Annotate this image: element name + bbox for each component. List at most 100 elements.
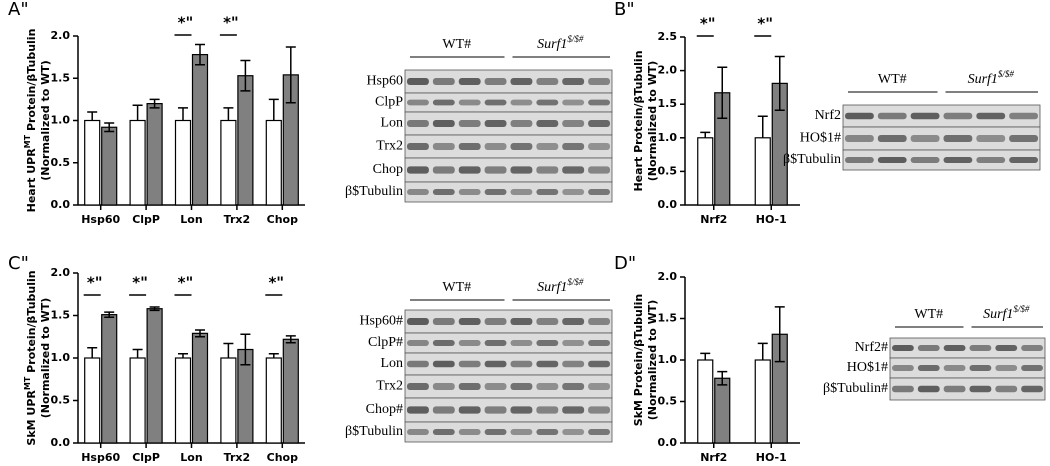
y-label-part: SkM Protein/βTubulin [632,294,645,426]
y-tick-label: 2.0 [51,266,71,279]
bar [84,119,101,206]
group-label: Surf1$/$# [537,277,584,295]
blot-band [432,120,455,127]
error-bar [240,59,251,92]
blot-band [407,360,429,368]
blot-band [588,406,610,414]
blot-band [484,166,507,174]
bar [101,126,118,206]
significance-label: *" [178,274,194,292]
significance-label: *" [700,15,716,33]
y-tick-label: 1.0 [658,131,678,144]
y-axis-label-sub: (Normalized to WT) [646,300,659,421]
blot-band [562,360,585,368]
protein-label: β$Tubulin [345,184,403,199]
blot-band [917,385,940,393]
western-blot: WT# Surf1$/$# Hsp60# ClpP# Lon Trx2 Chop# β$Tub… [345,277,613,443]
panel-label: A" [8,0,29,20]
significance-label: *" [223,14,239,32]
blot-band [432,406,455,414]
bar [265,119,282,206]
panel-label: D" [614,253,636,274]
blot-band [458,78,481,85]
blot-band [407,189,429,195]
blot-band [917,345,940,351]
blot-band [943,157,973,163]
blot-band [536,318,559,325]
blot-band [562,166,585,174]
blot-band [510,143,533,150]
protein-label: Chop [373,162,403,177]
blot-band [484,120,507,127]
blot-strip [842,149,1041,171]
error-bar [285,335,296,344]
blot-band [432,78,455,85]
western-blot: WT# Surf1$/$# Nrf2 HO$1# β$Tubulin [783,69,1041,171]
blot-band [995,365,1018,371]
y-label-part: Heart Protein/βTubulin [632,50,645,191]
x-tick-label: HO-1 [756,451,787,464]
blot-band [458,143,481,150]
blot-band [536,120,559,127]
bar [101,314,118,444]
bar [174,119,192,206]
x-tick-label: Nrf2 [700,213,727,226]
x-tick-label: Nrf2 [700,451,727,464]
blot-band [845,157,874,163]
blot-band [1009,112,1038,120]
blot-band [407,340,429,346]
blot-band [588,120,610,127]
error-bar [149,98,160,109]
blot-band [536,360,559,368]
y-tick-label: 1.5 [658,312,678,325]
protein-label: β$Tubulin# [823,381,888,396]
blot-band [892,345,914,351]
y-tick-label: 1.5 [51,71,71,84]
blot-band [458,429,481,435]
blot-band [562,318,585,325]
blot-band [407,78,429,85]
bar [220,119,237,206]
blot-band [536,99,559,106]
blot-band [432,99,455,106]
significance-label: *" [178,14,194,32]
blot-band [588,340,610,346]
blot-band [407,99,429,106]
blot-band [1021,365,1043,371]
blot-band [432,360,455,368]
genotype: Surf1 [537,280,567,295]
blot-band [484,318,507,325]
blot-band [588,189,610,195]
y-tick-label: 2.0 [658,64,678,77]
blot-band [510,406,533,414]
blot-band [976,135,1006,142]
blot-band [407,383,429,390]
bar [697,359,714,444]
blot-band [588,166,610,174]
y-tick-label: 0.5 [658,164,678,177]
blot-band [510,78,533,85]
blot-band [892,365,914,371]
genotype: Surf1 [983,307,1013,322]
blot-band [588,318,610,325]
y-label-part: Protein/βTubulin [25,270,38,376]
bar [282,338,299,444]
y-axis-label-sub: (Normalized to WT) [39,298,52,419]
blot-band [510,99,533,106]
error-bar [132,348,143,358]
blot-band [484,143,507,150]
blot-band [536,189,559,195]
blot-strip [404,181,613,203]
blot-band [588,78,610,85]
blot-band [976,157,1006,163]
bar [714,377,731,444]
blot-band [458,99,481,106]
panel-label: B" [614,0,635,20]
blot-band [995,345,1018,351]
bar [129,357,146,444]
superscript: MT [23,134,32,148]
blot-band [458,120,481,127]
x-tick-label: Hsp60 [81,213,120,226]
x-tick-label: Lon [180,213,202,226]
